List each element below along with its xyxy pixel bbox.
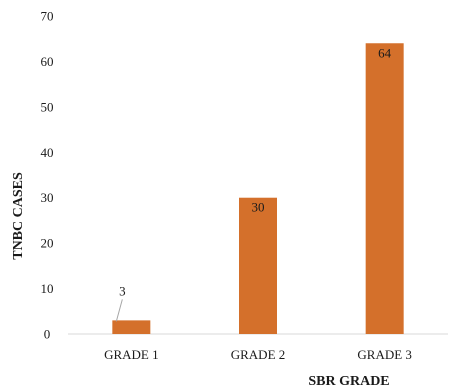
y-tick-label: 0 (44, 327, 51, 342)
x-axis-title: SBR GRADE (308, 374, 389, 389)
x-category-label: GRADE 2 (231, 347, 286, 362)
x-category-label: GRADE 3 (357, 347, 412, 362)
y-axis-title: TNBC CASES (11, 172, 26, 260)
y-tick-label: 20 (41, 236, 54, 251)
x-category-label: GRADE 1 (104, 347, 159, 362)
x-axis-categories: GRADE 1 GRADE 2 GRADE 3 (104, 347, 412, 362)
y-tick-label: 40 (41, 145, 54, 160)
data-label: 64 (378, 45, 392, 60)
bars: 3 30 64 (112, 43, 404, 334)
y-tick-label: 30 (41, 190, 54, 205)
bar (112, 320, 151, 334)
data-label: 3 (119, 283, 126, 298)
bar (365, 43, 404, 334)
bar (239, 197, 277, 334)
y-tick-label: 60 (41, 54, 54, 69)
y-tick-label: 70 (41, 9, 54, 24)
y-tick-label: 50 (41, 99, 54, 114)
data-label: 30 (252, 200, 265, 215)
data-label-leader-line (115, 299, 123, 322)
y-axis-ticks: 0 10 20 30 40 50 60 70 (41, 9, 54, 342)
y-tick-label: 10 (41, 281, 54, 296)
